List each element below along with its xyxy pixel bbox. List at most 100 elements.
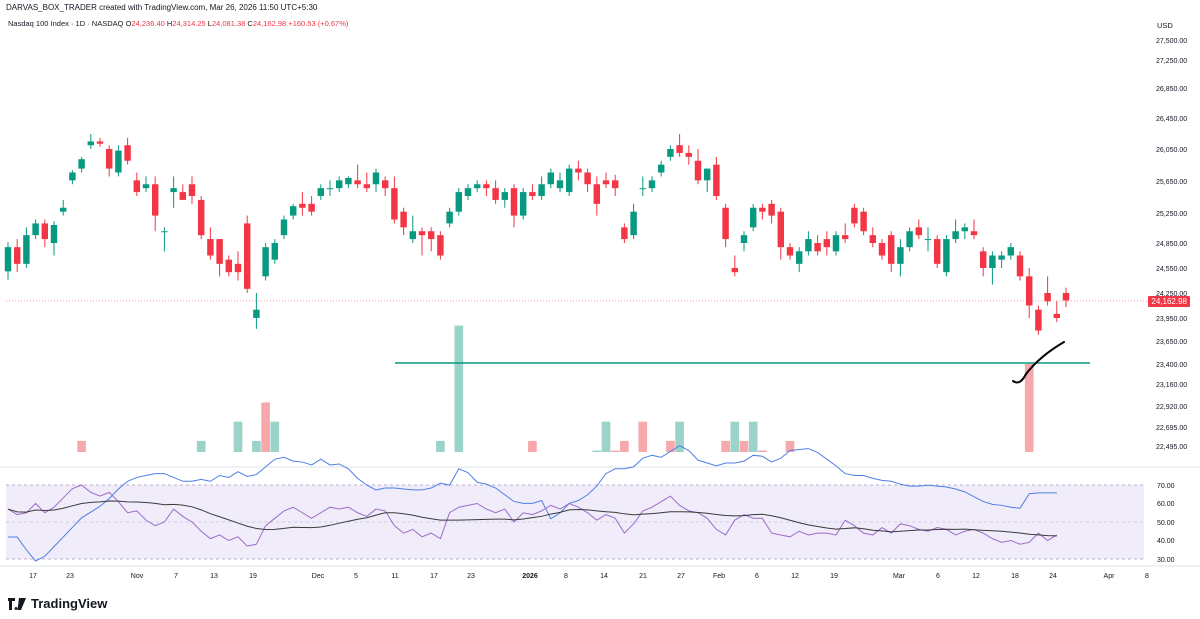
candle-body bbox=[814, 243, 821, 252]
candle-body bbox=[722, 207, 729, 240]
candle-body bbox=[1053, 313, 1061, 318]
candle-body bbox=[648, 180, 656, 189]
price-axis-label: 25,250.00 bbox=[1156, 211, 1187, 218]
candle-body bbox=[115, 150, 122, 173]
candle-body bbox=[262, 247, 269, 277]
candle-body bbox=[289, 206, 297, 216]
candle-body bbox=[924, 239, 932, 241]
rsi-axis: 70.00 60.00 50.00 40.00 30.00 bbox=[1157, 483, 1175, 564]
time-axis-label: Dec bbox=[312, 573, 325, 580]
candle-body bbox=[13, 247, 21, 264]
freehand-drawing[interactable] bbox=[1012, 341, 1065, 384]
candle-body bbox=[777, 211, 785, 248]
candle-body bbox=[243, 223, 251, 289]
candle-body bbox=[749, 207, 757, 228]
candle-body bbox=[611, 180, 619, 189]
tradingview-logo-icon bbox=[8, 597, 26, 610]
candle-body bbox=[979, 251, 987, 268]
candle-body bbox=[96, 141, 104, 144]
candle-body bbox=[253, 309, 260, 318]
candle-body bbox=[685, 152, 693, 157]
candle-body bbox=[354, 180, 361, 185]
price-axis-label: 24,550.00 bbox=[1156, 266, 1187, 273]
candle-body bbox=[427, 231, 435, 240]
time-axis-label: 18 bbox=[1011, 573, 1019, 580]
candle-body bbox=[1016, 255, 1024, 277]
candle-body bbox=[299, 203, 306, 208]
time-axis-label: 8 bbox=[564, 573, 568, 580]
candle-body bbox=[841, 235, 849, 240]
candle-body bbox=[805, 239, 812, 252]
candle-body bbox=[759, 207, 766, 212]
candle-body bbox=[519, 192, 527, 216]
volume-bar bbox=[233, 421, 243, 452]
rsi-axis-label: 30.00 bbox=[1157, 557, 1175, 564]
candle-body bbox=[455, 192, 463, 212]
symbol-label: Nasdaq 100 Index · 1D · NASDAQ bbox=[8, 19, 124, 28]
low-value: 24,081.38 bbox=[211, 19, 246, 28]
candle-body bbox=[161, 231, 168, 233]
price-axis-label: 23,160.00 bbox=[1156, 382, 1187, 389]
volume-bar bbox=[601, 421, 611, 452]
time-axis-label: 27 bbox=[677, 573, 685, 580]
volume-bars bbox=[77, 325, 1034, 452]
rsi-ma-line bbox=[7, 500, 1057, 537]
volume-bar bbox=[261, 402, 270, 452]
volume-bar bbox=[528, 440, 537, 452]
price-axis-label: 24,250.00 bbox=[1156, 291, 1187, 298]
volume-bar bbox=[748, 421, 758, 452]
rsi-line bbox=[7, 484, 1058, 547]
time-axis[interactable]: 17 23 Nov 7 13 19 Dec 5 11 17 23 2026 8 14 21 27 Feb 6 12 1… bbox=[29, 573, 1149, 580]
last-price-tag: 24,162.98 bbox=[1148, 296, 1190, 307]
candle-body bbox=[400, 211, 407, 228]
candle-body bbox=[657, 164, 665, 173]
price-axis-label: 22,695.00 bbox=[1156, 425, 1187, 432]
candle-body bbox=[667, 149, 674, 157]
candle-body bbox=[381, 180, 389, 189]
candle-body bbox=[234, 263, 242, 273]
candle-body bbox=[510, 188, 518, 216]
candle-body bbox=[446, 211, 453, 224]
candle-body bbox=[602, 180, 610, 185]
change-value: +160.53 (+0.67%) bbox=[288, 19, 349, 28]
candle-body bbox=[492, 188, 499, 200]
candle-body bbox=[906, 231, 913, 248]
volume-bar bbox=[739, 440, 749, 452]
candle-body bbox=[538, 184, 545, 196]
volume-bar bbox=[196, 440, 206, 452]
candle-body bbox=[584, 172, 591, 185]
candle-body bbox=[575, 168, 582, 173]
candle-body bbox=[124, 145, 131, 161]
candle-body bbox=[225, 259, 233, 273]
volume-bar bbox=[77, 440, 86, 452]
volume-ma-line bbox=[8, 445, 1057, 562]
time-axis-label: 17 bbox=[29, 573, 37, 580]
time-axis-label: 19 bbox=[249, 573, 257, 580]
price-axis-label: 26,850.00 bbox=[1156, 86, 1187, 93]
candle-body bbox=[59, 207, 67, 212]
rsi-axis-label: 60.00 bbox=[1157, 501, 1175, 508]
candle-body bbox=[529, 192, 536, 196]
candle-body bbox=[418, 231, 426, 236]
price-axis-label: 24,850.00 bbox=[1156, 241, 1187, 248]
candle-body bbox=[170, 188, 177, 193]
price-axis-label: 25,650.00 bbox=[1156, 179, 1187, 186]
price-axis-label: 26,050.00 bbox=[1156, 147, 1187, 154]
candle-body bbox=[409, 231, 417, 240]
candle-body bbox=[4, 247, 12, 272]
candle-body bbox=[23, 235, 30, 264]
candle-body bbox=[87, 141, 95, 146]
candle-body bbox=[317, 188, 325, 196]
time-axis-label: Feb bbox=[713, 573, 725, 580]
candle-body bbox=[1035, 309, 1042, 331]
price-chart[interactable]: 27,500.00 27,250.00 26,850.00 26,450.00 26,0… bbox=[0, 0, 1200, 590]
candle-body bbox=[363, 184, 371, 189]
price-axis[interactable]: 27,500.00 27,250.00 26,850.00 26,450.00 26,0… bbox=[1156, 38, 1187, 451]
candle-body bbox=[197, 199, 205, 236]
candle-body bbox=[207, 239, 214, 256]
candle-body bbox=[271, 243, 279, 260]
candle-body bbox=[372, 172, 380, 185]
volume-bar bbox=[785, 440, 795, 452]
candle-body bbox=[1025, 276, 1033, 306]
candle-body bbox=[740, 235, 748, 243]
